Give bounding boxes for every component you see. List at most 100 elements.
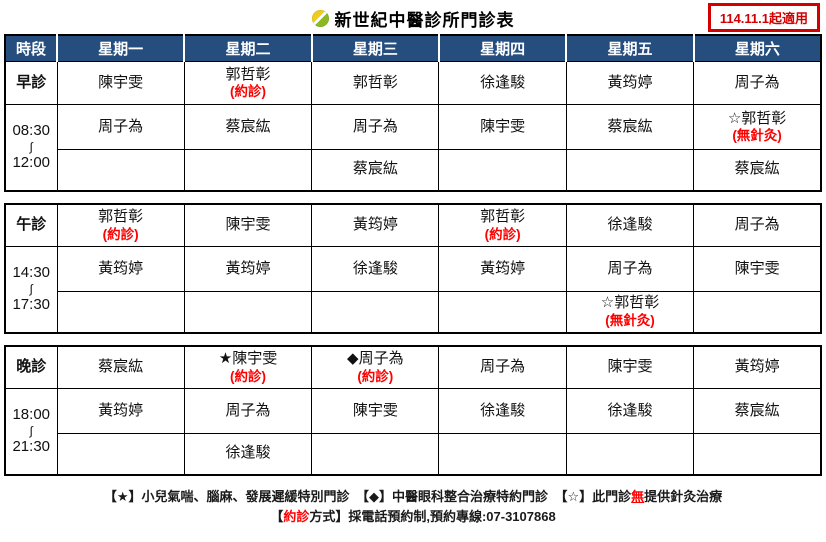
time-text: 14:30 <box>12 264 51 282</box>
schedule-cell-morning: 郭哲彰 (約診) <box>183 61 313 105</box>
schedule-cell-morning: 周子為 <box>56 104 185 150</box>
doctor-name: 郭哲彰 <box>352 73 398 91</box>
schedule-cell-evening: 黃筠婷 <box>693 345 822 389</box>
schedule-cell-morning: 陳宇雯 <box>438 104 567 150</box>
time-text: ∫ <box>29 282 33 297</box>
schedule-table-afternoon: 午診 郭哲彰 (約診) 陳宇雯 黃筠婷 郭哲彰 (約診) 徐逢駿 周子為 14:30 ∫ 17:30 黃… <box>4 202 822 334</box>
header-day-5: 星期五 <box>565 35 694 62</box>
schedule-cell-morning: 周子為 <box>693 61 822 105</box>
schedule-cell-morning <box>438 149 567 191</box>
schedule-cell-afternoon: 周子為 <box>565 246 695 292</box>
doctor-name: 蔡宸紘 <box>607 117 653 135</box>
schedule-cell-evening: ◆周子為 (約診) <box>311 345 440 389</box>
schedule-cell-evening: 蔡宸紘 <box>56 345 185 389</box>
doctor-name: 周子為 <box>607 259 653 277</box>
time-text: 21:30 <box>12 438 51 456</box>
footnote-segment: 提供針灸治療 <box>644 488 723 504</box>
schedule-cell-morning: 陳宇雯 <box>56 61 185 105</box>
doctor-name: 陳宇雯 <box>98 73 144 91</box>
doctor-name: 黃筠婷 <box>98 401 144 419</box>
cell-note: (無針灸) <box>605 313 655 329</box>
doctor-name: 郭哲彰 <box>480 207 526 225</box>
footnote-segment: 【★】小兒氣喘、腦麻、發展遲緩特別門診 <box>103 488 363 504</box>
doctor-name: 黃筠婷 <box>734 357 780 375</box>
schedule-cell-afternoon <box>311 291 440 333</box>
header-day-2: 星期二 <box>183 35 312 62</box>
doctor-name: 徐逢駿 <box>480 401 526 419</box>
doctor-name: 陳宇雯 <box>480 117 526 135</box>
header-day-3: 星期三 <box>310 35 439 62</box>
schedule-cell-morning <box>56 149 185 191</box>
schedule-cell-afternoon: 陳宇雯 <box>693 246 822 292</box>
doctor-name: ★陳宇雯 <box>218 349 278 367</box>
footnote-line-1: 【★】小兒氣喘、腦麻、發展遲緩特別門診 【◆】中醫眼科整合治療特約門診 【☆】此… <box>0 487 826 507</box>
schedule-cell-evening: 徐逢駿 <box>183 433 313 475</box>
doctor-name: 陳宇雯 <box>352 401 398 419</box>
weekday-header-row: 時段 星期一 星期二 星期三 星期四 星期五 星期六 <box>5 35 821 62</box>
doctor-name: ◆周子為 <box>347 349 404 367</box>
header-day-4: 星期四 <box>437 35 567 62</box>
schedule-cell-afternoon <box>438 291 567 333</box>
time-text: 08:30 <box>12 122 51 140</box>
schedule-cell-evening <box>311 433 440 475</box>
doctor-name: 徐逢駿 <box>480 73 526 91</box>
doctor-name: 徐逢駿 <box>607 215 653 233</box>
footnotes: 【★】小兒氣喘、腦麻、發展遲緩特別門診 【◆】中醫眼科整合治療特約門診 【☆】此… <box>0 487 826 527</box>
time-text: 17:30 <box>12 296 51 314</box>
footnote-line-2: 【約診方式】採電話預約制,預約專線:07-3107868 <box>0 507 826 527</box>
doctor-name: ☆郭哲彰 <box>600 294 660 312</box>
footnote-segment: 約診 <box>283 508 310 524</box>
session-time-afternoon: 14:30 ∫ 17:30 <box>4 246 58 333</box>
schedule-tables: 時段 星期一 星期二 星期三 星期四 星期五 星期六 早診 陳宇雯 郭哲彰 (約診) 郭哲彰 徐逢駿 黃筠… <box>4 34 822 476</box>
schedule-cell-afternoon: 黃筠婷 <box>183 246 313 292</box>
schedule-cell-morning: 徐逢駿 <box>438 61 567 105</box>
schedule-cell-evening: 陳宇雯 <box>565 345 695 389</box>
schedule-cell-morning <box>565 149 695 191</box>
schedule-cell-afternoon: 徐逢駿 <box>565 203 695 247</box>
cell-note: (約診) <box>102 226 139 242</box>
effective-date-badge: 114.11.1起適用 <box>707 3 820 32</box>
schedule-cell-afternoon <box>693 291 822 333</box>
header-day-6: 星期六 <box>692 35 821 62</box>
schedule-cell-evening: 徐逢駿 <box>438 388 567 434</box>
doctor-name: 徐逢駿 <box>352 259 398 277</box>
schedule-cell-evening <box>565 433 695 475</box>
cell-note: (無針灸) <box>732 128 782 144</box>
row-1-evening: 晚診 蔡宸紘 ★陳宇雯 (約診) ◆周子為 (約診) 周子為 陳宇雯 黃筠婷 <box>4 345 822 389</box>
cell-note: (約診) <box>229 84 266 100</box>
schedule-cell-evening <box>693 433 822 475</box>
doctor-name: 黃筠婷 <box>352 215 398 233</box>
schedule-cell-morning: ☆郭哲彰 (無針灸) <box>693 104 822 150</box>
doctor-name: 周子為 <box>480 357 526 375</box>
schedule-cell-evening: 黃筠婷 <box>56 388 185 434</box>
doctor-name: 黃筠婷 <box>607 73 653 91</box>
session-label-morning: 早診 <box>4 61 58 105</box>
doctor-name: 蔡宸紘 <box>98 357 144 375</box>
row-1-morning: 早診 陳宇雯 郭哲彰 (約診) 郭哲彰 徐逢駿 黃筠婷 周子為 <box>4 61 822 105</box>
row-3-afternoon: ☆郭哲彰 (無針灸) <box>5 291 822 333</box>
doctor-name: 蔡宸紘 <box>734 401 780 419</box>
doctor-name: 蔡宸紘 <box>352 160 398 178</box>
schedule-table-evening: 晚診 蔡宸紘 ★陳宇雯 (約診) ◆周子為 (約診) 周子為 陳宇雯 黃筠婷 18:00 ∫ 21:3… <box>4 344 822 476</box>
doctor-name: 蔡宸紘 <box>225 117 271 135</box>
time-text: ∫ <box>29 140 33 155</box>
schedule-cell-morning: 蔡宸紘 <box>693 149 822 191</box>
schedule-cell-afternoon: 黃筠婷 <box>438 246 567 292</box>
footnote-segment: 方式】採電話預約制,預約專線:07-3107868 <box>309 508 556 524</box>
session-time-evening: 18:00 ∫ 21:30 <box>4 388 58 475</box>
doctor-name: 郭哲彰 <box>98 207 144 225</box>
schedule-cell-evening: 周子為 <box>183 388 313 434</box>
schedule-cell-afternoon: 黃筠婷 <box>311 203 440 247</box>
session-time-morning: 08:30 ∫ 12:00 <box>4 104 58 191</box>
doctor-name: 周子為 <box>98 117 144 135</box>
session-label-evening: 晚診 <box>4 345 58 389</box>
doctor-name: 黃筠婷 <box>98 259 144 277</box>
header-time-col: 時段 <box>5 35 57 62</box>
time-text: 12:00 <box>12 154 51 172</box>
schedule-cell-morning: 郭哲彰 <box>311 61 440 105</box>
cell-note: (約診) <box>229 368 266 384</box>
schedule-cell-morning <box>183 149 313 191</box>
footnote-segment: 【☆】此門診 <box>560 488 632 504</box>
schedule-cell-morning: 周子為 <box>311 104 440 150</box>
header-day-1: 星期一 <box>55 35 185 62</box>
